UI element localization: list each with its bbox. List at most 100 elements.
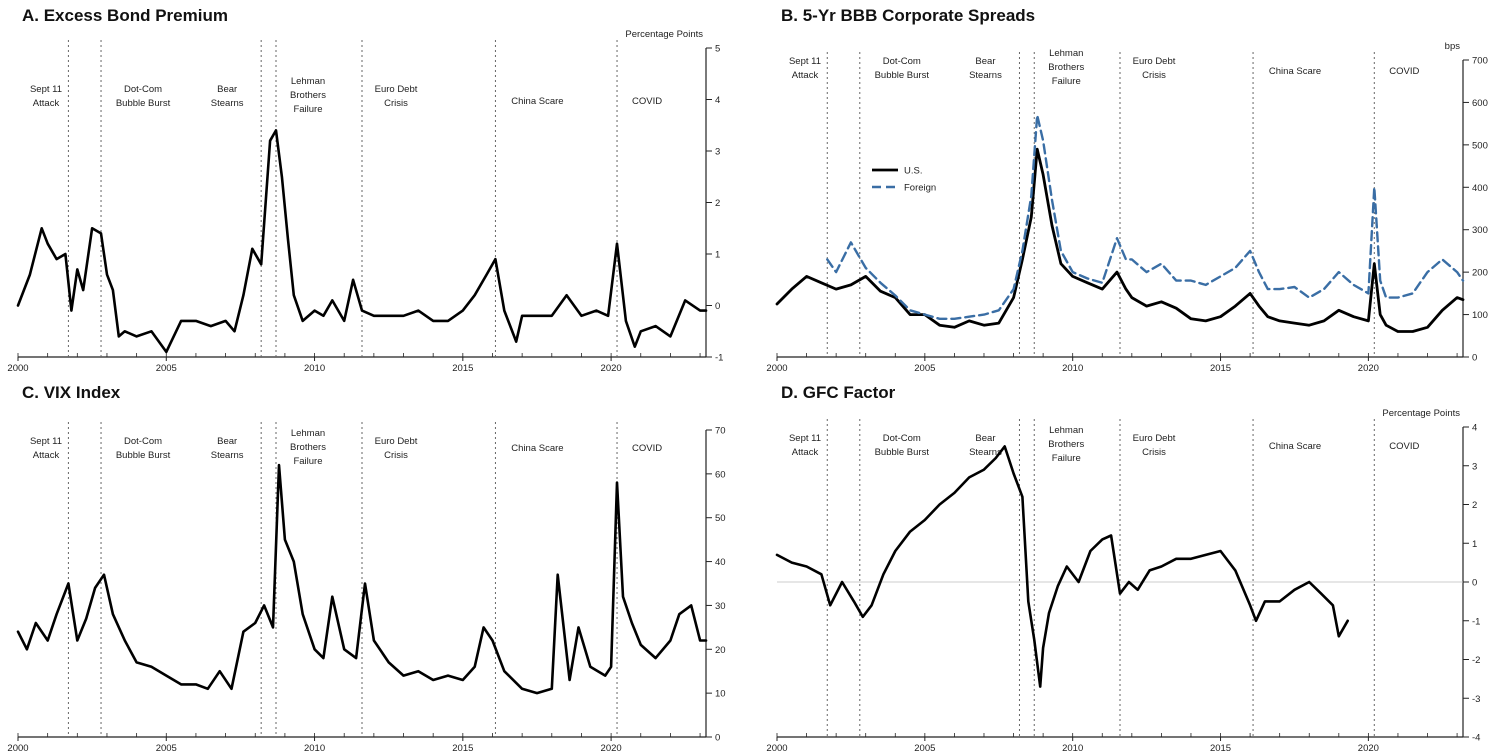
event-label: Sept 11 [30,84,62,95]
y-tick-label: 300 [1472,225,1488,236]
event-label: Euro Debt [375,436,418,447]
event-label: COVID [632,96,662,107]
x-tick-label: 2005 [914,363,935,374]
x-tick-label: 2020 [601,363,622,374]
y-tick-label: 500 [1472,140,1488,151]
y-tick-label: 100 [1472,310,1488,321]
y-tick-label: 0 [1472,578,1477,589]
event-label: Brothers [1048,439,1084,450]
x-tick-label: 2005 [156,363,177,374]
y-tick-label: 60 [715,469,726,480]
event-label: Failure [293,104,322,115]
y-tick-label: 20 [715,645,726,656]
event-label: Dot-Com [124,436,162,447]
event-label: Stearns [211,98,244,109]
y-tick-label: 2 [1472,500,1477,511]
event-label: Crisis [384,98,408,109]
event-label: Euro Debt [1133,433,1176,444]
x-tick-label: 2000 [766,743,787,754]
event-label: Bubble Burst [875,70,930,81]
event-label: Bear [975,433,995,444]
event-label: Brothers [290,442,326,453]
panel-title: B. 5-Yr BBB Corporate Spreads [781,6,1035,25]
y-tick-label: 0 [715,733,720,744]
event-label: Bear [975,56,995,67]
x-tick-label: 2015 [1210,363,1231,374]
event-label: Lehman [291,76,325,87]
x-tick-label: 2015 [1210,743,1231,754]
event-label: Sept 11 [789,56,821,67]
event-label: Stearns [969,447,1002,458]
panel-A: A. Excess Bond Premium Percentage Points -… [7,6,723,374]
series-line-1 [826,114,1465,320]
x-tick-label: 2020 [1358,743,1379,754]
series-line-0 [775,147,1465,333]
x-tick-label: 2020 [1358,363,1379,374]
y-tick-label: 3 [715,147,720,158]
event-label: COVID [632,443,662,454]
y-tick-label: -1 [1472,616,1480,627]
y-tick-label: 3 [1472,461,1477,472]
panel-D: D. GFC Factor Percentage Points -4 -3 -2 -1 0 1… [766,383,1480,754]
y-tick-label: -2 [1472,655,1480,666]
y-tick-label: 1 [1472,539,1477,550]
event-label: Bear [217,436,237,447]
event-label: Bubble Burst [875,447,930,458]
legend-label-foreign: Foreign [904,183,936,194]
y-tick-label: 1 [715,250,720,261]
event-label: Bear [217,84,237,95]
y-tick-label: 10 [715,689,726,700]
event-label: Euro Debt [375,84,418,95]
x-tick-label: 2010 [1062,363,1083,374]
y-tick-label: -3 [1472,694,1480,705]
y-tick-label: -4 [1472,733,1480,744]
y-tick-label: -1 [715,353,723,364]
event-label: Crisis [1142,70,1166,81]
panel-C: C. VIX Index 0 10 20 30 40 50 60 70 2000 2005 2010 2… [7,383,725,754]
event-label: Stearns [211,450,244,461]
event-label: Euro Debt [1133,56,1176,67]
x-tick-label: 2010 [1062,743,1083,754]
event-label: Attack [792,70,819,81]
event-label: Failure [1052,453,1081,464]
event-label: Crisis [1142,447,1166,458]
x-tick-label: 2020 [601,743,622,754]
event-label: Crisis [384,450,408,461]
x-tick-label: 2015 [452,363,473,374]
panel-B: B. 5-Yr BBB Corporate Spreads bps 0 100 200 3… [766,6,1487,374]
y-tick-label: 50 [715,513,726,524]
y-tick-label: 700 [1472,56,1488,67]
y-tick-label: 600 [1472,98,1488,109]
panel-title: C. VIX Index [22,383,121,402]
event-label: Sept 11 [30,436,62,447]
event-label: Brothers [290,90,326,101]
y-tick-label: 4 [1472,423,1477,434]
x-tick-label: 2000 [766,363,787,374]
x-tick-label: 2015 [452,743,473,754]
event-label: China Scare [511,96,563,107]
x-tick-label: 2010 [304,363,325,374]
series-line-0 [16,463,708,695]
event-label: Lehman [291,428,325,439]
x-tick-label: 2005 [914,743,935,754]
event-label: Attack [33,98,60,109]
event-label: Lehman [1049,425,1083,436]
y-tick-label: 400 [1472,183,1488,194]
event-label: Failure [293,456,322,467]
x-tick-label: 2000 [7,363,28,374]
event-label: China Scare [1269,441,1321,452]
event-label: Attack [792,447,819,458]
event-label: Stearns [969,70,1002,81]
event-label: Dot-Com [883,433,921,444]
event-label: Bubble Burst [116,98,171,109]
event-label: Attack [33,450,60,461]
event-label: Sept 11 [789,433,821,444]
y-unit-label: Percentage Points [1382,408,1460,419]
y-tick-label: 70 [715,426,726,437]
x-tick-label: 2010 [304,743,325,754]
y-tick-label: 4 [715,95,720,106]
event-label: China Scare [1269,66,1321,77]
legend-label-us: U.S. [904,166,922,177]
x-tick-label: 2000 [7,743,28,754]
y-tick-label: 200 [1472,268,1488,279]
